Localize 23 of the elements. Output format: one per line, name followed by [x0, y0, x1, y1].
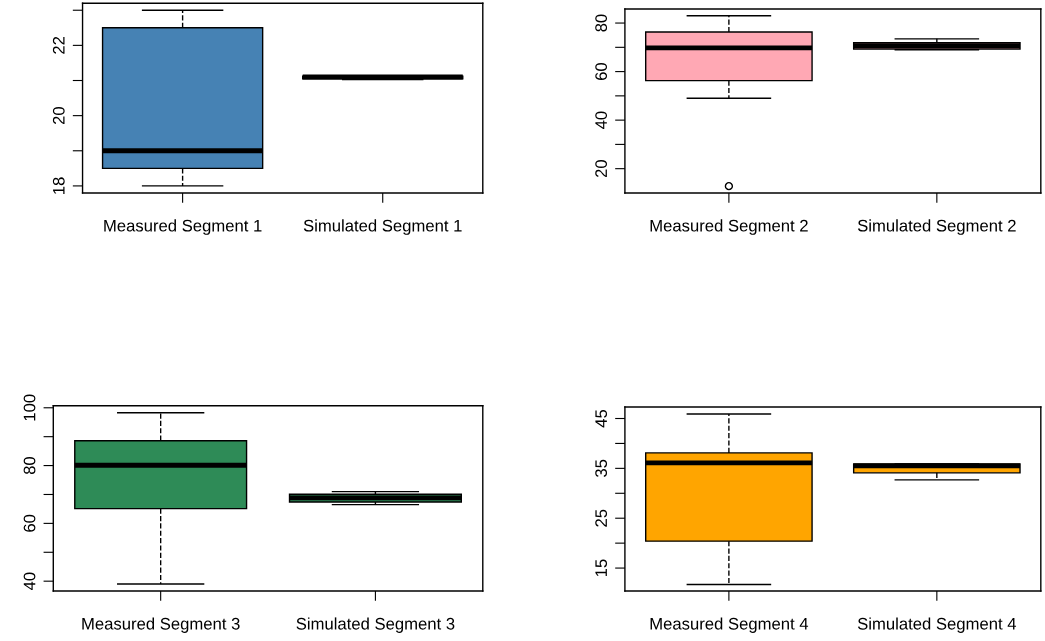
y-tick-label: 45	[595, 409, 608, 428]
y-tick-label: 15	[595, 559, 608, 577]
x-tick-label: Simulated Segment 2	[857, 219, 1016, 235]
y-tick-label: 35	[595, 459, 608, 477]
x-tick-label: Measured Segment 2	[650, 219, 808, 235]
y-tick-label: 40	[23, 572, 36, 591]
y-tick-label: 80	[23, 456, 36, 475]
y-tick-label: 20	[52, 107, 65, 125]
y-tick-label: 80	[595, 14, 608, 32]
y-tick-label: 25	[595, 509, 608, 527]
y-tick-label: 22	[52, 36, 65, 54]
y-tick-label: 18	[52, 177, 65, 194]
y-tick-label: 60	[23, 514, 36, 532]
x-tick-label: Measured Segment 1	[104, 219, 262, 235]
y-tick-label: 60	[595, 62, 608, 81]
x-tick-label: Simulated Segment 4	[857, 617, 1017, 633]
x-tick-label: Measured Segment 3	[82, 617, 240, 633]
y-tick-label: 20	[595, 160, 608, 178]
x-tick-label: Measured Segment 4	[650, 617, 809, 633]
y-tick-label: 40	[595, 111, 608, 130]
x-tick-label: Simulated Segment 3	[296, 617, 455, 633]
y-tick-label: 100	[23, 394, 36, 421]
x-tick-label: Simulated Segment 1	[303, 219, 462, 235]
